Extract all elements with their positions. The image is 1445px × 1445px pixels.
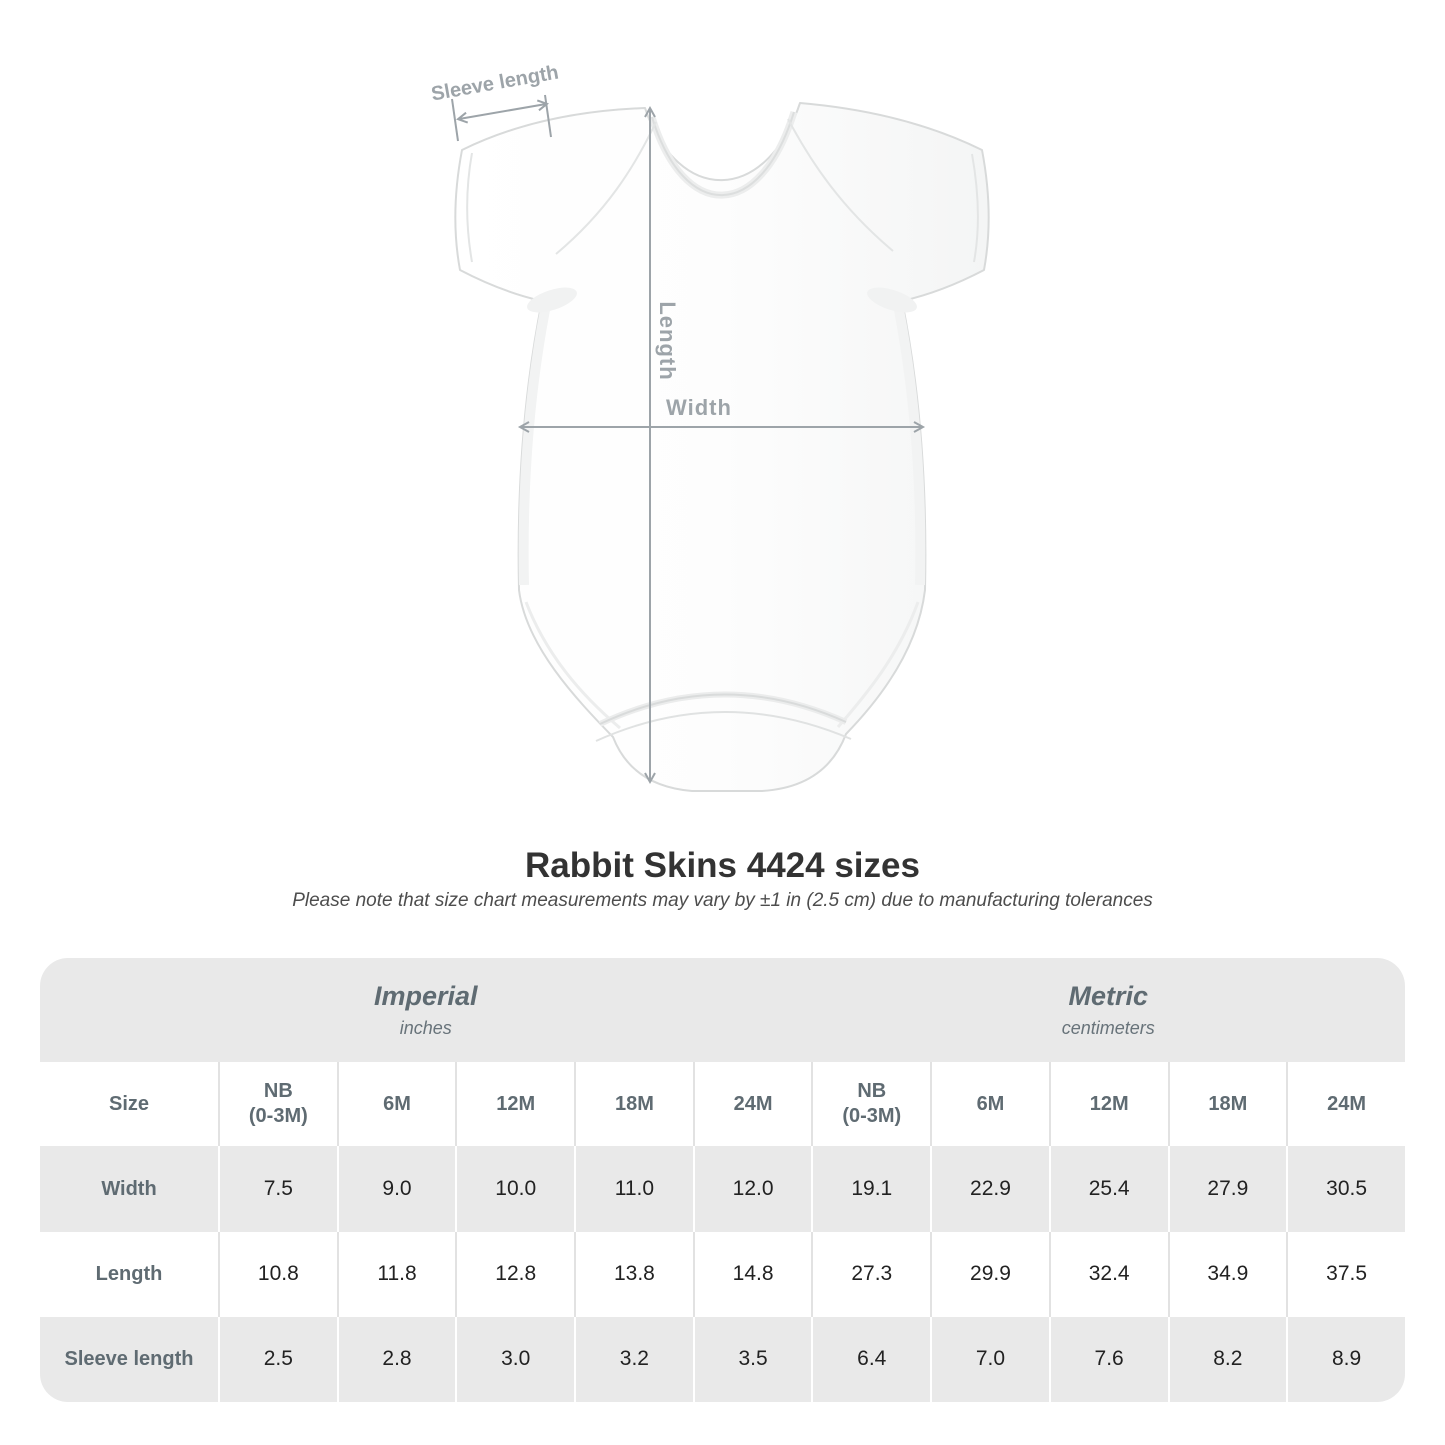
value-cell: 8.2 [1167, 1316, 1287, 1402]
sleeve-length-row: Sleeve length 2.5 2.8 3.0 3.2 3.5 6.4 7.… [40, 1316, 1405, 1402]
metric-heading: Metric [1068, 981, 1148, 1012]
metric-band: Metric centimeters [811, 958, 1405, 1063]
metric-unit: centimeters [1061, 1018, 1155, 1039]
value-cell: 32.4 [1048, 1231, 1168, 1317]
dimension-arrows [451, 94, 926, 785]
value-cell: 37.5 [1286, 1231, 1405, 1317]
size-col-header: 12M [1048, 1062, 1168, 1147]
value-cell: 27.9 [1167, 1146, 1287, 1232]
sleeve-tick-left [451, 98, 459, 142]
value-cell: 8.9 [1286, 1316, 1405, 1402]
size-col-header: 18M [1167, 1062, 1287, 1147]
size-col-header: NB (0-3M) [811, 1062, 930, 1147]
sleeve-length-arrow [455, 99, 550, 124]
value-cell: 6.4 [811, 1316, 930, 1402]
size-col-header: 12M [455, 1062, 574, 1147]
size-header-row: Size NB (0-3M) 6M 12M 18M 24M NB (0-3M) … [40, 1062, 1405, 1147]
value-cell: 12.8 [455, 1231, 574, 1317]
value-cell: 9.0 [336, 1146, 456, 1232]
value-cell: 34.9 [1167, 1231, 1287, 1317]
width-label: Width [666, 395, 732, 420]
tolerance-note: Please note that size chart measurements… [292, 890, 1153, 911]
value-cell: 29.9 [930, 1231, 1049, 1317]
row-label: Length [95, 1262, 163, 1285]
size-table: Imperial inches Metric centimeters Size … [40, 958, 1405, 1402]
size-col-header: 24M [1286, 1062, 1405, 1147]
value-cell: 27.3 [811, 1231, 930, 1317]
row-label: Width [101, 1177, 157, 1200]
value-cell: 30.5 [1286, 1146, 1405, 1232]
value-cell: 3.5 [692, 1316, 812, 1402]
imperial-band: Imperial inches [40, 958, 812, 1063]
size-table-grid: Imperial inches Metric centimeters Size … [40, 958, 1405, 1402]
length-label: Length [655, 301, 680, 381]
value-cell: 7.0 [930, 1316, 1049, 1402]
value-cell: 11.0 [574, 1146, 693, 1232]
value-cell: 13.8 [574, 1231, 693, 1317]
row-label: Sleeve length [64, 1347, 194, 1370]
length-row: Length 10.8 11.8 12.8 13.8 14.8 27.3 29.… [40, 1231, 1405, 1317]
imperial-heading: Imperial [373, 981, 478, 1012]
value-cell: 12.0 [692, 1146, 812, 1232]
value-cell: 2.5 [218, 1316, 337, 1402]
size-header: Size [108, 1092, 150, 1115]
size-col-header: NB (0-3M) [218, 1062, 337, 1147]
value-cell: 19.1 [811, 1146, 930, 1232]
size-col-header: 24M [692, 1062, 812, 1147]
sleeve-tick-right [544, 94, 552, 138]
page-title: Rabbit Skins 4424 sizes [525, 846, 920, 885]
value-cell: 25.4 [1048, 1146, 1168, 1232]
value-cell: 14.8 [692, 1231, 812, 1317]
value-cell: 10.8 [218, 1231, 337, 1317]
value-cell: 11.8 [336, 1231, 456, 1317]
value-cell: 22.9 [930, 1146, 1049, 1232]
value-cell: 7.5 [218, 1146, 337, 1232]
imperial-unit: inches [399, 1018, 452, 1039]
value-cell: 2.8 [336, 1316, 456, 1402]
value-cell: 7.6 [1048, 1316, 1168, 1402]
value-cell: 10.0 [455, 1146, 574, 1232]
onesie-illustration [451, 94, 990, 792]
size-col-header: 6M [930, 1062, 1049, 1147]
value-cell: 3.0 [455, 1316, 574, 1402]
value-cell: 3.2 [574, 1316, 693, 1402]
size-col-header: 6M [336, 1062, 456, 1147]
crotch-flap-seam [599, 693, 847, 725]
onesie-body [454, 102, 990, 792]
size-col-header: 18M [574, 1062, 693, 1147]
neckband-seam [651, 111, 795, 197]
unit-band-row: Imperial inches Metric centimeters [40, 958, 1405, 1063]
width-row: Width 7.5 9.0 10.0 11.0 12.0 19.1 22.9 2… [40, 1146, 1405, 1232]
